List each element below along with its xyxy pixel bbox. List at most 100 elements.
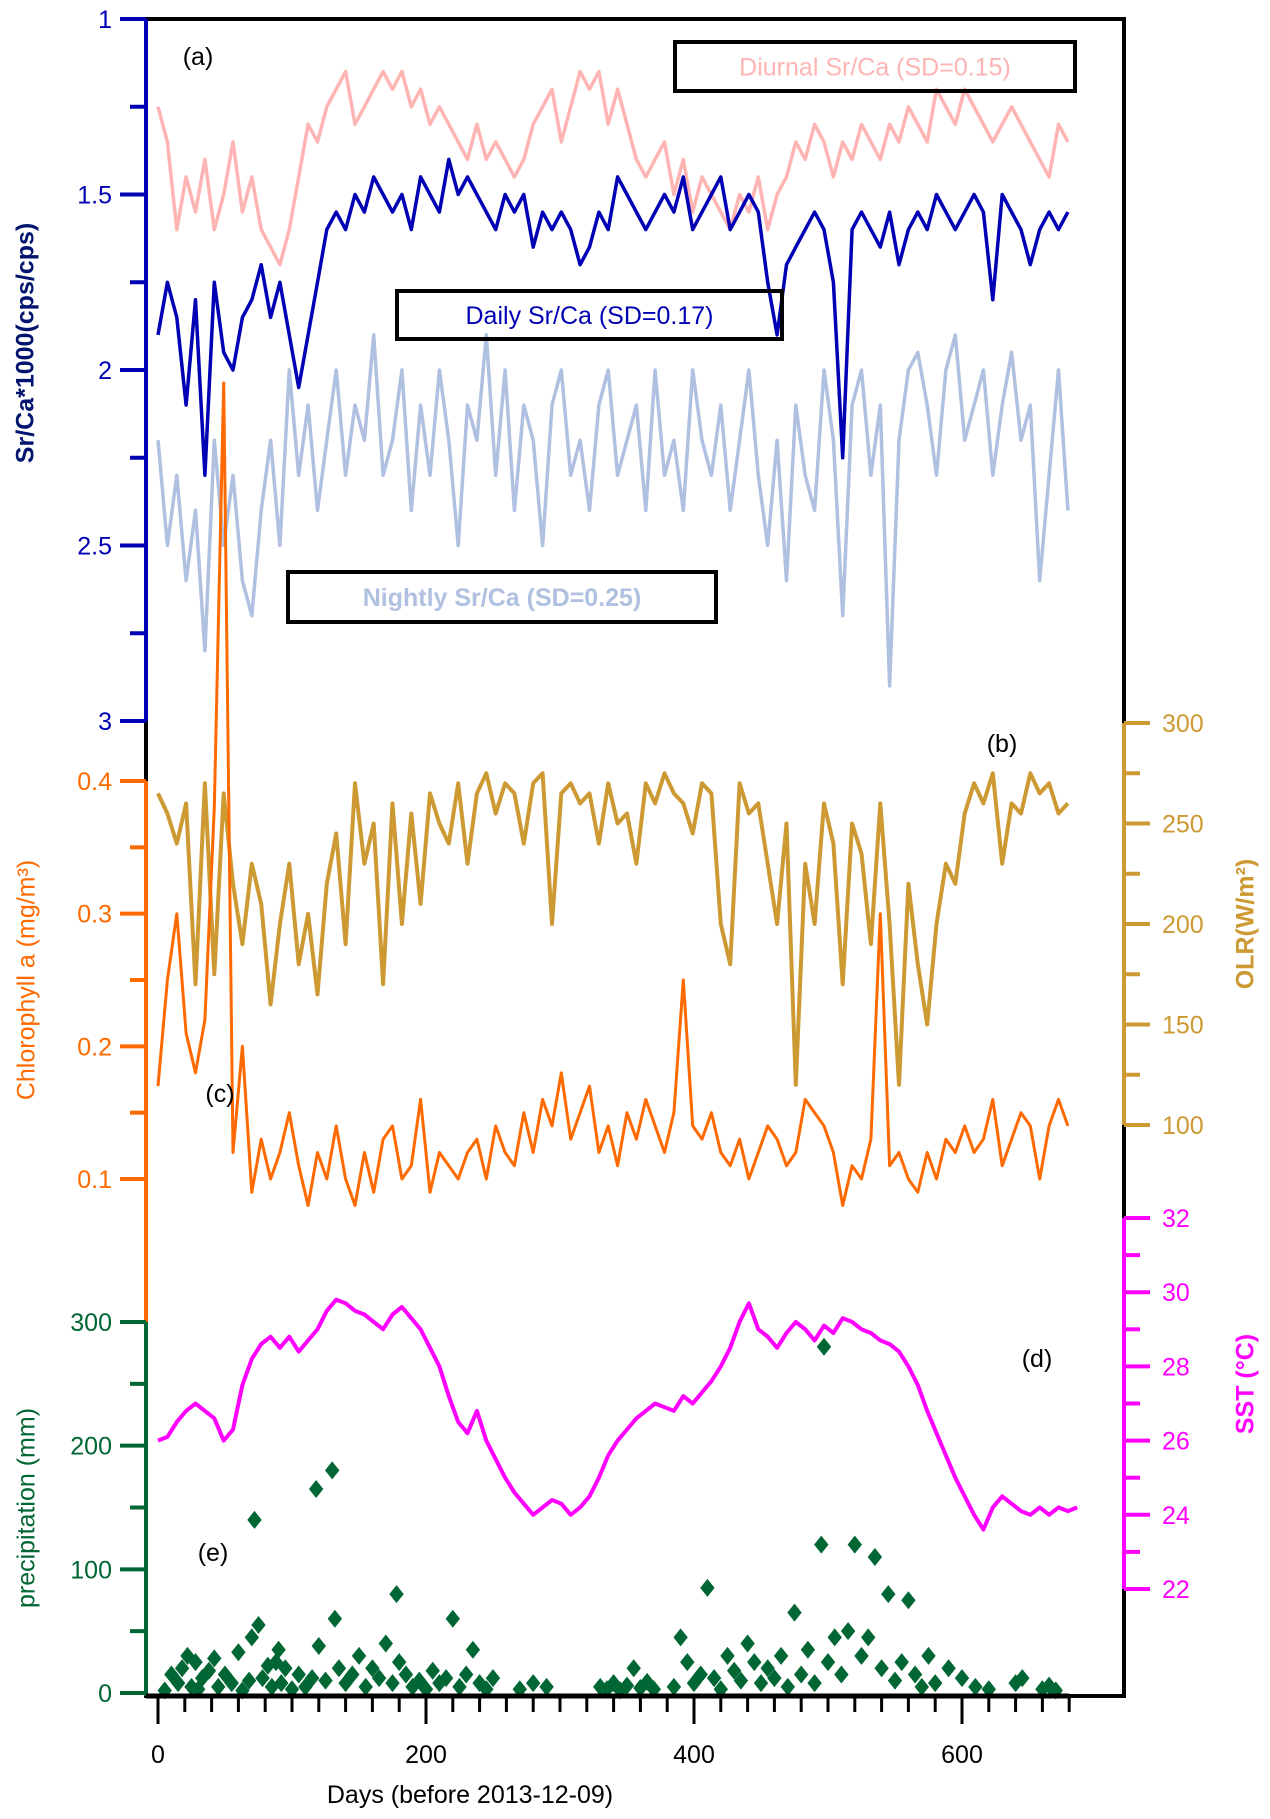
precipitation-marker [325,1461,340,1480]
precipitation-marker [398,1665,414,1684]
precipitation-marker [231,1643,246,1662]
precipitation-marker [814,1535,829,1554]
precipitation-marker [188,1653,203,1672]
tick-label-olr: 250 [1162,811,1204,839]
precipitation-marker [308,1479,324,1498]
tick-label-chl: 0.1 [77,1166,112,1194]
legend-label: Nightly Sr/Ca (SD=0.25) [363,584,642,612]
tick-label-olr: 100 [1162,1112,1204,1140]
axis-srca: 1 1.5 2 2.5 3 Sr/Ca*1000(cps/cps) [12,6,148,736]
precipitation-marker [727,1661,742,1680]
legend-box [673,40,1077,93]
precipitation-marker [224,1674,239,1693]
precipitation-marker [241,1671,257,1690]
precipitation-marker [358,1677,373,1696]
precipitation-marker [201,1661,217,1680]
precipitation-marker [593,1677,608,1696]
precipitation-marker [378,1634,393,1653]
tick-label-chl: 0.3 [77,901,112,929]
legend-daily: Daily Sr/Ca (SD=0.17) [395,289,784,341]
tick-label-chl: 0.2 [77,1033,112,1061]
axis-title-precip: precipitation (mm) [13,1408,41,1608]
series-precipitation [157,1337,1063,1700]
precipitation-marker [174,1659,190,1678]
precipitation-marker [526,1674,541,1693]
precipitation-marker [465,1640,481,1659]
precipitation-marker [389,1585,404,1604]
precipitation-marker [251,1615,266,1634]
series-diurnal-sr-ca [156,69,1070,267]
precipitation-marker [753,1674,769,1693]
tick-label-precip: 0 [98,1680,112,1708]
axis-title-olr: OLR(W/m²) [1232,859,1260,990]
panel-label-e: (e) [198,1539,229,1567]
precipitation-marker [331,1659,347,1678]
precipitation-marker [881,1585,896,1604]
tick-label-chl: 0.4 [77,768,112,796]
precipitation-marker [780,1677,795,1696]
precipitation-marker [874,1659,889,1678]
series-line-daily-sr-ca [156,157,1070,478]
legend-box [395,289,784,341]
precipitation-marker [170,1674,186,1693]
tick-label-sst: 32 [1162,1205,1190,1233]
precipitation-marker [646,1680,661,1699]
legend-nightly: Nightly Sr/Ca (SD=0.25) [286,570,718,624]
precipitation-marker [700,1578,715,1597]
axis-title-sst: SST (°C) [1232,1334,1260,1434]
tick-label-olr: 200 [1162,911,1204,939]
x-tick-label: 200 [405,1741,447,1769]
precipitation-marker [820,1653,836,1672]
precipitation-marker [840,1622,856,1641]
precipitation-marker [680,1653,695,1672]
axis-chl: 0.1 0.2 0.3 0.4 Chlorophyll a (mg/m³) [13,768,148,1347]
legend-diurnal: Diurnal Sr/Ca (SD=0.15) [673,40,1077,93]
axis-olr: 100 150 200 250 300 OLR(W/m²) [1122,710,1260,1140]
tick-label-srca: 2 [98,357,112,385]
tick-label-sst: 28 [1162,1353,1190,1381]
series-chlorophyll-a [156,381,1070,1207]
precipitation-marker [184,1677,199,1696]
precipitation-marker [720,1646,735,1665]
tick-label-precip: 200 [70,1433,112,1461]
precipitation-marker [928,1674,943,1693]
precipitation-marker [606,1674,621,1693]
precipitation-marker [327,1609,343,1628]
panel-label-b: (b) [987,730,1018,758]
precipitation-marker [385,1674,400,1693]
series-daily-sr-ca [156,157,1070,478]
axis-sst: 22 24 26 28 30 32 SST (°C) [1122,1205,1260,1604]
precipitation-marker [901,1591,916,1610]
precipitation-marker [816,1337,832,1356]
precipitation-marker [425,1661,440,1680]
precipitation-marker [1015,1669,1030,1688]
precipitation-marker [713,1680,728,1699]
precipitation-marker [914,1677,929,1696]
precipitation-marker [867,1547,883,1566]
precipitation-marker [767,1669,782,1688]
axis-precip: 0 100 200 300 precipitation (mm) [13,1309,148,1708]
precipitation-marker [666,1677,682,1696]
legend-box [286,570,718,624]
tick-label-sst: 22 [1162,1576,1190,1604]
panel-labels: (a) (b) (c) (d) (e) [183,43,1053,1567]
panel-label-d: (d) [1022,1345,1053,1373]
precipitation-marker [847,1535,862,1554]
tick-label-olr: 150 [1162,1012,1204,1040]
series-line-diurnal-sr-ca [156,69,1070,267]
precipitation-marker [345,1665,360,1684]
legend-label: Daily Sr/Ca (SD=0.17) [466,302,714,330]
tick-label-srca: 3 [98,708,112,736]
precipitation-marker [941,1659,956,1678]
precipitation-marker [485,1669,501,1688]
precipitation-marker [619,1676,635,1695]
precipitation-marker [539,1677,554,1696]
precipitation-marker [512,1680,527,1699]
series-olr [156,771,1070,1087]
precipitation-marker [760,1659,775,1678]
precipitation-marker [800,1640,816,1659]
precipitation-marker [244,1628,259,1647]
panel-label-a: (a) [183,43,214,71]
tick-label-olr: 300 [1162,710,1204,738]
